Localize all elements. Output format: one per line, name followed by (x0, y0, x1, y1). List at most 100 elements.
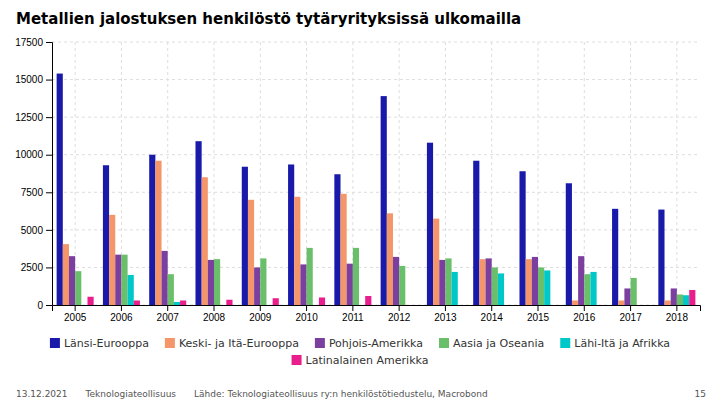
chart: Metallien jalostuksen henkilöstö tytäryr… (0, 0, 720, 405)
bar (168, 274, 174, 305)
y-tick-label: 7500 (21, 187, 44, 198)
bar (174, 302, 180, 305)
bar (597, 305, 603, 306)
legend-swatch (439, 338, 449, 348)
bar (677, 294, 683, 305)
bar (214, 259, 220, 305)
y-tick-label: 10000 (15, 149, 43, 160)
x-tick-label: 2011 (342, 312, 364, 323)
bar (202, 177, 208, 305)
bar (689, 290, 695, 305)
bar (399, 266, 405, 305)
y-tick-label: 0 (37, 300, 43, 311)
y-tick: 15000 (15, 74, 52, 85)
bar (87, 297, 93, 305)
x-tick-mark (445, 305, 446, 311)
bar (359, 305, 365, 306)
bar (365, 296, 371, 305)
bar (671, 288, 677, 305)
bar (631, 278, 637, 305)
x-tick-mark (630, 305, 631, 311)
bar (75, 271, 81, 305)
y-tick-label: 17500 (15, 37, 43, 48)
bar (81, 305, 87, 306)
x-tick-label: 2007 (157, 312, 180, 323)
x-tick: 2013 (434, 305, 457, 323)
bar (109, 215, 115, 305)
bar (273, 298, 279, 305)
series (128, 270, 690, 305)
bar (319, 297, 325, 305)
legend-label: Keski- ja Itä-Eurooppa (179, 337, 299, 350)
bar (195, 141, 201, 305)
bar (411, 305, 417, 306)
bar (658, 210, 664, 305)
bar (550, 305, 556, 306)
bar (307, 248, 313, 305)
bar (57, 74, 63, 305)
y-tick-mark (46, 117, 52, 118)
y-tick-mark (46, 267, 52, 268)
x-tick-mark (167, 305, 168, 311)
legend-label: Länsi-Eurooppa (64, 337, 149, 350)
y-axis: 025005000750010000125001500017500 (15, 37, 52, 311)
bar (532, 257, 538, 305)
bar (313, 305, 319, 306)
x-tick-mark (75, 305, 76, 311)
bar (162, 251, 168, 305)
legend-item: Keski- ja Itä-Eurooppa (165, 337, 299, 350)
x-tick-label: 2015 (527, 312, 550, 323)
legend-swatch (292, 355, 302, 365)
x-tick: 2005 (64, 305, 87, 323)
y-tick-label: 15000 (15, 74, 43, 85)
x-tick: 2007 (157, 305, 180, 323)
bar (180, 300, 186, 305)
x-tick-label: 2005 (64, 312, 87, 323)
bar (504, 305, 510, 306)
bar (242, 167, 248, 305)
y-tick-mark (46, 155, 52, 156)
legend-item: Aasia ja Oseania (439, 337, 544, 350)
x-tick: 2006 (110, 305, 133, 323)
footer-text: Teknologiateollisuus (85, 389, 177, 399)
bar (566, 183, 572, 305)
series (63, 161, 671, 305)
footer-text: 15 (695, 389, 706, 399)
title: Metallien jalostuksen henkilöstö tytäryr… (16, 10, 521, 28)
bar (492, 267, 498, 305)
bar (134, 300, 140, 305)
series (75, 248, 683, 305)
bar (208, 260, 214, 305)
x-tick-mark (214, 305, 215, 311)
bar (526, 259, 532, 305)
bar (294, 197, 300, 305)
y-tick: 5000 (21, 225, 52, 236)
legend-swatch (315, 338, 325, 348)
y-tick-mark (46, 230, 52, 231)
bar (590, 272, 596, 305)
bar (341, 194, 347, 305)
x-axis-line (53, 306, 701, 312)
bar (405, 305, 411, 306)
x-tick-mark (538, 305, 539, 311)
grid-line-y (52, 79, 700, 80)
x-tick-label: 2010 (295, 312, 318, 323)
legend-label: Pohjois-Amerikka (329, 337, 423, 350)
x-tick: 2016 (573, 305, 596, 323)
y-tick-mark (46, 192, 52, 193)
bar (643, 305, 649, 306)
bar (427, 143, 433, 305)
bar (260, 258, 266, 305)
x-tick-label: 2016 (573, 312, 596, 323)
x-tick-label: 2013 (434, 312, 457, 323)
bar (149, 155, 155, 305)
x-tick-mark (352, 305, 353, 311)
bar (248, 200, 254, 305)
bar (538, 267, 544, 305)
x-tick-label: 2017 (619, 312, 642, 323)
bar (387, 213, 393, 305)
y-tick-mark (46, 42, 52, 43)
legend-label: Latinalainen Amerikka (306, 354, 429, 367)
x-tick-mark (260, 305, 261, 311)
legend: Länsi-Eurooppa Keski- ja Itä-Eurooppa Pohj… (50, 337, 670, 367)
